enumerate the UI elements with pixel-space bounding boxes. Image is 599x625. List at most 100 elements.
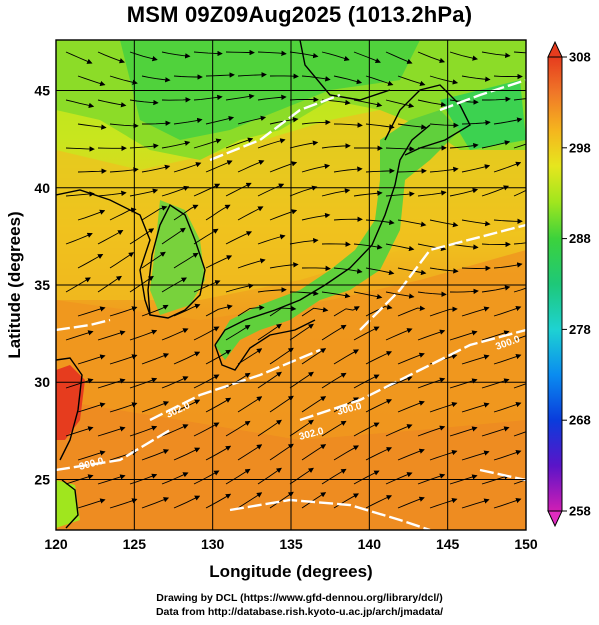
streamline — [429, 219, 459, 228]
streamline — [225, 137, 254, 149]
streamline — [449, 426, 478, 437]
streamline — [141, 353, 170, 365]
streamline — [237, 304, 265, 317]
streamline — [493, 262, 523, 269]
streamline — [301, 119, 331, 126]
streamline — [365, 75, 394, 86]
streamline — [513, 383, 526, 389]
streamline — [321, 372, 347, 389]
streamline — [173, 117, 203, 125]
streamline — [385, 51, 413, 64]
x-tick-labels: 120 125 130 135 140 145 150 — [44, 536, 538, 552]
streamline — [397, 123, 427, 130]
streamline — [321, 143, 351, 149]
streamline — [193, 94, 223, 101]
x-tick-label: 135 — [279, 536, 303, 552]
x-tick-label: 130 — [201, 536, 225, 552]
streamline — [97, 51, 125, 64]
streamline — [353, 51, 381, 64]
streamline — [205, 204, 231, 221]
streamline — [237, 258, 266, 269]
streamline — [397, 267, 427, 276]
streamline — [141, 449, 170, 461]
streamline — [321, 188, 351, 197]
streamline — [385, 328, 413, 341]
streamline — [333, 349, 359, 365]
streamline — [461, 402, 490, 413]
streamline — [269, 209, 298, 221]
streamline — [481, 285, 511, 293]
streamline — [385, 291, 415, 299]
streamline — [417, 190, 447, 197]
streamline — [77, 253, 104, 269]
streamline — [353, 190, 383, 197]
streamline — [333, 216, 363, 222]
streamline — [141, 164, 171, 173]
streamline — [257, 138, 286, 149]
streamline — [237, 115, 267, 125]
streamline — [269, 262, 299, 269]
streamline — [193, 326, 220, 341]
streamline — [257, 287, 287, 293]
streamline — [461, 450, 490, 461]
streamline — [193, 470, 220, 485]
streamline — [482, 96, 511, 102]
colorbar-tick-label: 258 — [569, 504, 591, 519]
streamline — [417, 99, 447, 108]
streamline — [289, 371, 314, 389]
streamline — [397, 400, 425, 413]
streamline — [225, 372, 251, 389]
streamline — [173, 162, 202, 173]
streamline — [429, 497, 458, 509]
streamline — [461, 306, 490, 317]
streamline — [193, 280, 221, 293]
streamline — [493, 498, 522, 509]
streamline — [173, 204, 199, 221]
streamline — [493, 218, 523, 225]
streamline — [449, 188, 479, 197]
streamline — [161, 424, 189, 437]
y-tick-label: 30 — [34, 374, 50, 390]
streamline — [289, 51, 319, 59]
streamline — [257, 234, 286, 245]
streamline — [301, 444, 327, 461]
streamline — [193, 422, 220, 437]
streamline — [97, 275, 122, 293]
streamline — [289, 140, 319, 149]
streamline — [225, 468, 251, 485]
streamline — [257, 323, 282, 341]
colorbar-tick-label: 278 — [569, 322, 591, 337]
streamline — [257, 467, 282, 485]
streamline — [205, 445, 232, 461]
streamline — [301, 265, 331, 272]
streamline — [173, 252, 199, 269]
streamline — [365, 168, 395, 174]
streamline — [429, 166, 459, 173]
colorbar-tick-label: 308 — [569, 50, 591, 65]
streamline — [225, 93, 255, 101]
streamline — [289, 419, 314, 437]
streamline — [141, 251, 166, 269]
streamline — [77, 209, 106, 221]
streamline — [493, 161, 522, 173]
streamline — [77, 75, 106, 87]
map-figure: 300.0 300.0 302.0 302.0 300.0 120 125 130 1… — [5, 39, 591, 581]
streamline — [301, 307, 329, 317]
streamline — [289, 467, 314, 485]
streamline — [365, 351, 393, 365]
streamline — [385, 243, 415, 252]
streamline — [161, 227, 186, 245]
streamline — [97, 99, 127, 108]
streamline — [205, 160, 233, 173]
streamline — [65, 99, 95, 109]
streamline — [493, 402, 522, 413]
streamline — [385, 146, 415, 152]
y-tick-label: 25 — [34, 471, 50, 487]
streamline — [97, 230, 124, 245]
streamline — [193, 374, 220, 389]
streamline — [109, 498, 138, 509]
streamline — [269, 491, 294, 509]
streamline — [385, 99, 415, 109]
x-tick-label: 140 — [358, 536, 382, 552]
x-tick-label: 120 — [44, 536, 68, 552]
